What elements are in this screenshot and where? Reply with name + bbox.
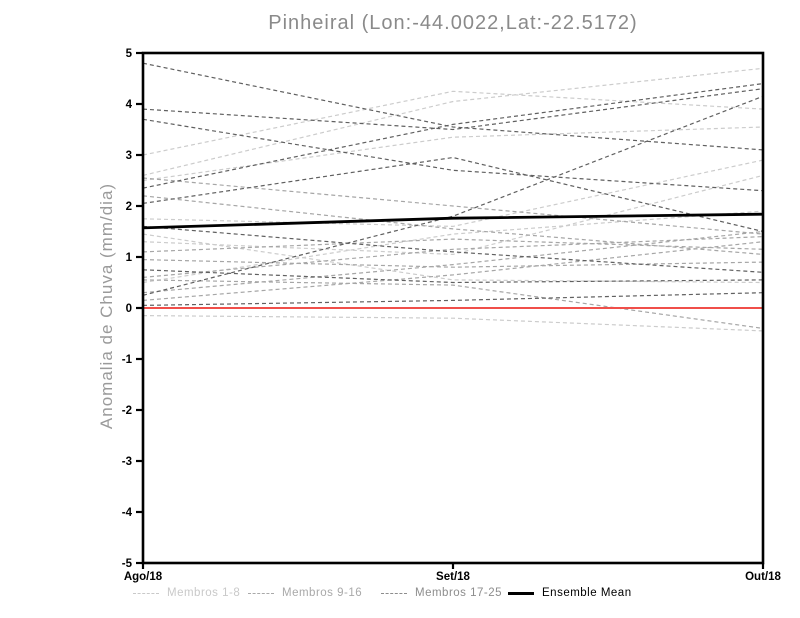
x-tick-label: Out/18 xyxy=(745,571,781,583)
y-tick-label: -4 xyxy=(122,507,133,519)
legend-label: Membros 17-25 xyxy=(415,587,503,599)
member-line-group-1 xyxy=(142,210,764,284)
member-line-group-1 xyxy=(142,233,764,284)
y-tick-label: 5 xyxy=(126,48,133,60)
member-line-group-3 xyxy=(142,118,764,192)
y-tick-label: 3 xyxy=(126,150,132,162)
y-tick-label: 1 xyxy=(126,252,133,264)
member-line-group-2 xyxy=(142,238,764,253)
member-line-group-2 xyxy=(142,230,764,294)
legend-item-membros-1-8: Membros 1-8 xyxy=(133,587,240,599)
legend-label: Ensemble Mean xyxy=(542,587,632,599)
solid-line-swatch xyxy=(508,591,534,595)
member-line-group-3 xyxy=(142,83,764,189)
x-tick-label: Set/18 xyxy=(436,571,470,583)
chart-title: Pinheiral (Lon:-44.0022,Lat:-22.5172) xyxy=(268,12,638,34)
y-tick-label: 2 xyxy=(126,201,132,213)
member-line-group-1 xyxy=(142,126,764,182)
ensemble-mean-line xyxy=(142,212,764,230)
x-tick-label: Ago/18 xyxy=(124,571,163,583)
y-tick-label: -3 xyxy=(122,456,132,468)
member-line-group-2 xyxy=(142,241,764,301)
legend-item-membros-17-25: Membros 17-25 xyxy=(381,587,502,599)
member-line-group-1 xyxy=(142,159,764,228)
member-line-group-3 xyxy=(142,95,764,296)
legend-label: Membros 1-8 xyxy=(167,587,241,599)
member-line-group-1 xyxy=(142,174,764,256)
y-tick-label: -2 xyxy=(122,405,132,417)
member-line-group-2 xyxy=(142,236,764,278)
member-line-group-1 xyxy=(142,315,764,332)
member-line-group-3 xyxy=(142,62,764,151)
y-tick-label: -5 xyxy=(122,558,133,570)
member-line-group-2 xyxy=(142,195,764,255)
member-line-group-1 xyxy=(142,90,764,156)
member-line-group-2 xyxy=(142,259,764,268)
member-line-group-3 xyxy=(142,225,764,273)
legend-item-membros-9-16: Membros 9-16 xyxy=(248,587,362,599)
member-line-group-3 xyxy=(142,292,764,306)
member-line-group-2 xyxy=(142,177,764,235)
member-line-group-3 xyxy=(142,88,764,131)
member-line-group-2 xyxy=(142,279,764,329)
y-tick-label: 0 xyxy=(126,303,132,315)
y-tick-label: 4 xyxy=(126,99,133,111)
legend-item-ensemble-mean: Ensemble Mean xyxy=(508,587,632,599)
member-line-group-3 xyxy=(142,269,764,284)
dashed-line-swatch xyxy=(133,592,159,594)
dashed-line-swatch xyxy=(381,592,407,594)
y-tick-label: -1 xyxy=(122,354,133,366)
member-line-group-1 xyxy=(142,67,764,176)
member-line-group-3 xyxy=(142,156,764,233)
legend-label: Membros 9-16 xyxy=(282,587,363,599)
dashed-line-swatch xyxy=(248,592,274,594)
